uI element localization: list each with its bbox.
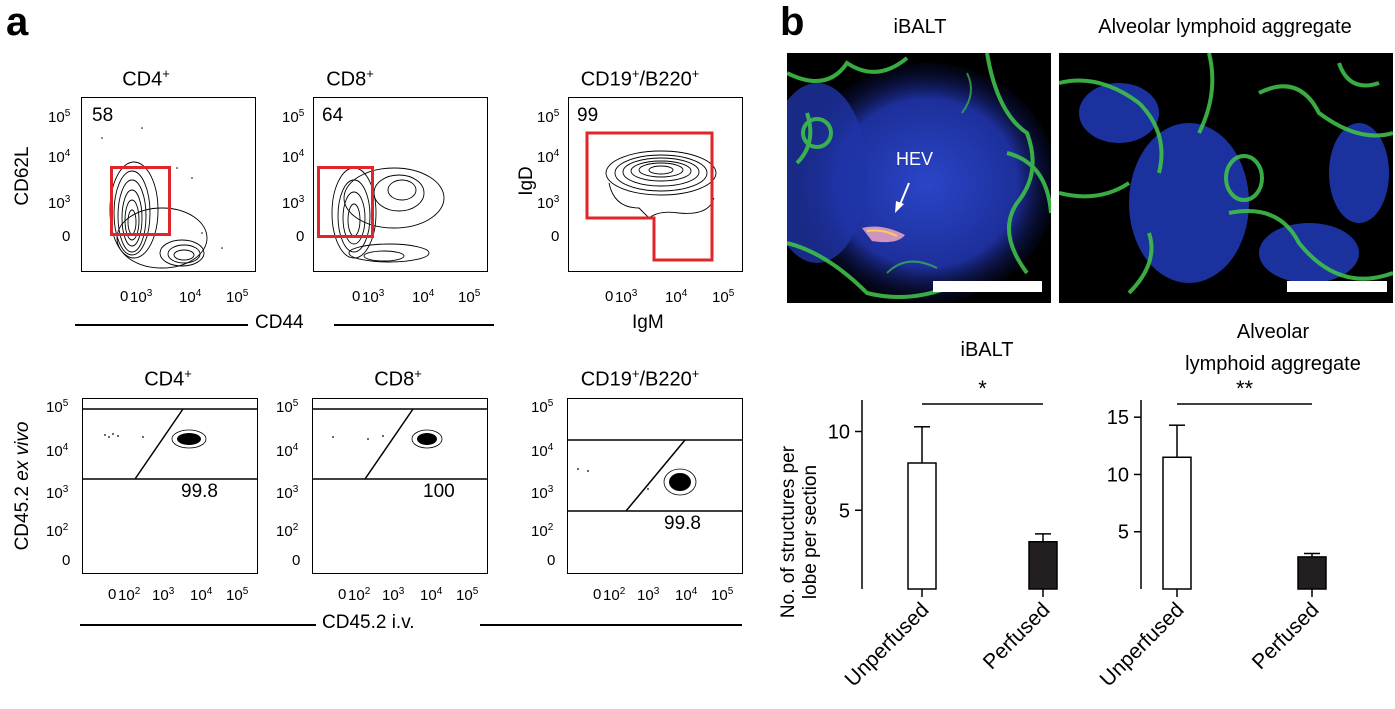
row2-plot2-percent: 100 [423,481,455,502]
bar-charts: iBALT 5 10 Unperfused Perfused * Alveolar lymph… [828,321,1361,691]
row2-shared-xlabel: CD45.2 i.v. [322,612,415,633]
chart-1-ytick-label: 5 [839,500,850,522]
row1-shared-xlabel: CD44 [255,312,304,333]
chart-1-category-label: Unperfused [840,598,933,691]
row1-plot1-frame: 58 [81,97,256,272]
hev-annotation: HEV [896,149,934,169]
micrograph-alveolar-image [1059,53,1393,295]
chart-1-bar-unperfused [907,462,937,590]
chart-2-title-line-1: Alveolar [1237,321,1310,343]
row1-xlabel-rule-right [334,324,494,326]
row2-plot3-gates [568,439,742,512]
chart-1-significance-label: * [978,376,987,401]
row2-plot3-frame: 99.8 [567,398,743,574]
row1-plot3-title: CD19+/B220+ [580,66,700,91]
chart-1-ytick-label: 10 [828,422,850,444]
panel-a-label: a [6,0,29,44]
scale-bar-ibalt [933,281,1042,292]
micrograph-alveolar [1059,53,1393,303]
panel-b-label: b [780,0,805,44]
micrograph-ibalt-title: iBALT [893,16,947,38]
chart-2-ytick-label: 5 [1118,522,1129,544]
chart-1-title: iBALT [961,339,1014,361]
row2-plot1-gates [83,408,257,480]
row1-plot2-gate [317,166,374,238]
row1-plot1-gate [110,166,171,236]
row1-xlabel-igm: IgM [632,312,664,333]
scale-bar-alveolar [1287,281,1387,292]
row2-plot3-percent: 99.8 [664,513,701,534]
micrograph-alveolar-title: Alveolar lymphoid aggregate [1098,16,1352,38]
chart-1-bar-perfused [1028,541,1058,590]
chart-2-bar-perfused [1297,556,1327,590]
chart-2-category-label: Unperfused [1095,598,1188,691]
row2-plot2-gates [313,408,487,480]
row2-plot2-title: CD8+ [374,366,422,391]
row2-xlabel-rule-right [480,624,742,626]
row1-ylabel-cd62l: CD62L [12,146,33,206]
row1-plot1-percent: 58 [92,105,114,126]
chart-2-title-line-2: lymphoid aggregate [1185,353,1361,375]
row1-plot2-contours [331,167,445,263]
row2-plot1-title: CD4+ [144,366,192,391]
chart-1-category-label: Perfused [979,598,1055,674]
row1-plot3-percent: 99 [577,105,599,126]
chart-2-category-label: Perfused [1248,598,1324,674]
row1-ylabel-igd: IgD [516,166,537,196]
row1-plot1-contours [101,127,223,269]
row1-plot2-frame: 64 [313,97,488,272]
row2-xlabel-rule-left [80,624,316,626]
micrograph-ibalt-image [787,53,1051,303]
row1-plot3-frame: 99 [568,97,743,272]
row2-ylabel: CD45.2 ex vivo [12,421,33,551]
row1-plot3-gate [585,131,714,262]
row1-plot3-contours [605,150,717,219]
chart-2-ytick-label: 15 [1107,407,1129,429]
row1-plot2-percent: 64 [322,105,344,126]
chart-2-significance-label: ** [1236,376,1254,401]
row1-xlabel-rule-left [75,324,248,326]
row2-plot1-frame: 99.8 [82,398,258,574]
row1-plot1-title: CD4+ [122,66,170,91]
micrograph-ibalt: HEV [787,53,1051,303]
row2-plot3-title: CD19+/B220+ [580,366,700,391]
row2-plot1-percent: 99.8 [181,481,218,502]
chart-2-ytick-label: 10 [1107,464,1129,486]
row1-plot2-title: CD8+ [326,66,374,91]
row2-plot2-frame: 100 [312,398,488,574]
chart-2-bar-unperfused [1162,456,1192,590]
